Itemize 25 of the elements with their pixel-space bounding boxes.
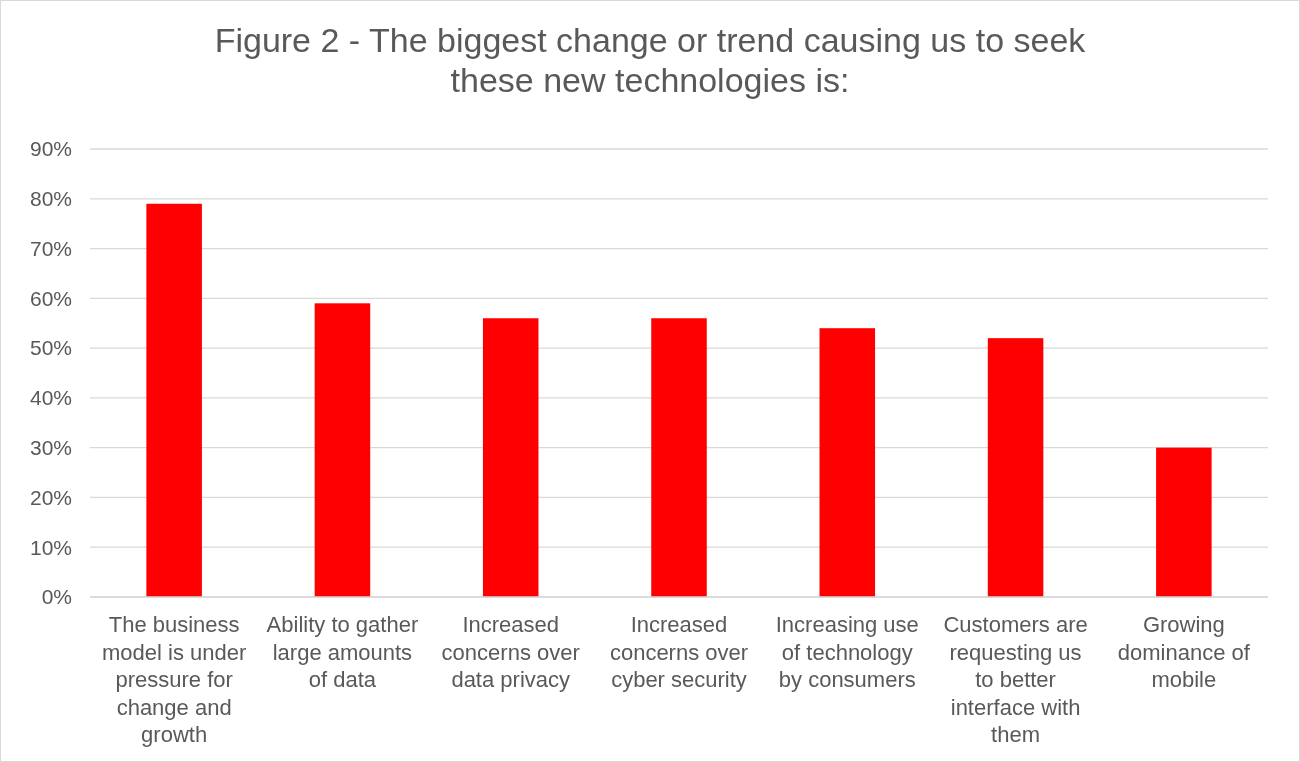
y-tick-label: 30%	[29, 436, 72, 460]
y-tick-label: 60%	[29, 286, 72, 310]
y-tick-label: 90%	[29, 137, 72, 161]
x-tick-label: Growing dominance of mobile	[1117, 612, 1251, 692]
x-tick-label: Ability to gather large amounts of data	[266, 612, 419, 692]
y-tick-label: 80%	[29, 187, 72, 211]
y-tick-label: 70%	[29, 236, 72, 260]
bar	[482, 318, 539, 597]
y-tick-label: 0%	[41, 585, 72, 609]
x-tick-label: The business model is under pressure for change and growth	[101, 612, 247, 747]
x-tick-label: Increased concerns over cyber security	[609, 612, 749, 692]
y-tick-label: 20%	[29, 485, 72, 509]
y-tick-label: 50%	[29, 336, 72, 360]
bar	[146, 203, 202, 597]
bar	[987, 338, 1044, 597]
bar	[314, 303, 371, 597]
x-tick-label: Increasing use of technology by consumers	[775, 612, 919, 692]
x-tick-label: Customers are requesting us to better interface with them	[943, 612, 1088, 747]
y-tick-label: 40%	[29, 386, 72, 410]
x-tick-label: Increased concerns over data privacy	[441, 612, 580, 692]
y-tick-label: 10%	[29, 535, 72, 559]
bar	[1156, 447, 1212, 597]
chart-title: Figure 2 - The biggest change or trend causing us to seek these new technologies is:	[214, 21, 1087, 99]
bar	[651, 318, 707, 597]
bar	[819, 328, 876, 597]
